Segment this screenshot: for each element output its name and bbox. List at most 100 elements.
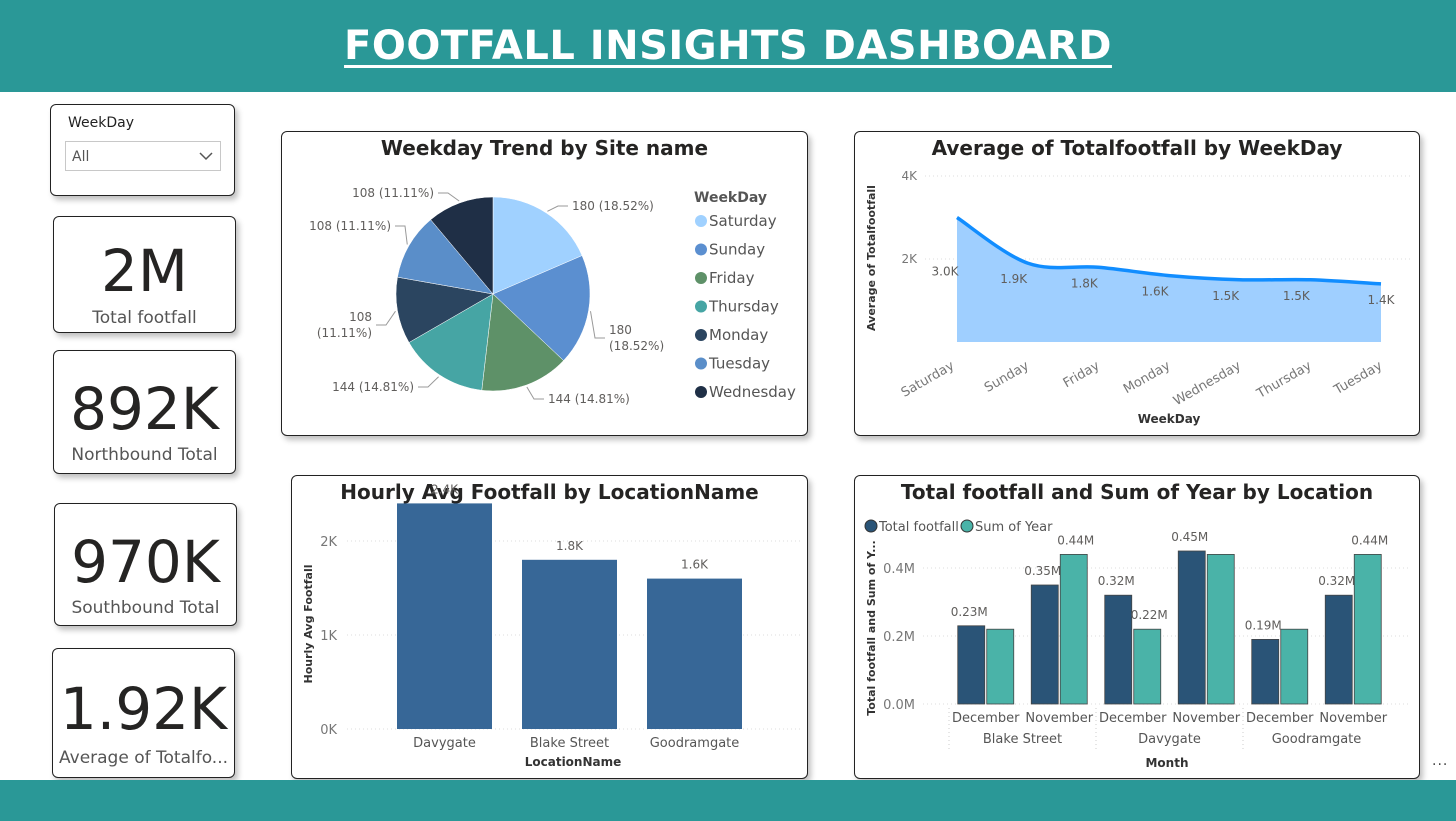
legend-entry: Tuesday: [708, 355, 770, 373]
bar: [1059, 554, 1088, 705]
kpi-northbound-total: 892K Northbound Total: [53, 350, 236, 474]
pie-leader-line: [547, 205, 568, 212]
bar: [1104, 594, 1133, 705]
x-tick-label: Thursday: [1254, 358, 1315, 402]
legend-entry: Wednesday: [709, 383, 796, 401]
dashboard-title: FOOTFALL INSIGHTS DASHBOARD: [344, 23, 1112, 69]
x-tick-label: Davygate: [413, 736, 476, 751]
y-tick-label: 0.2M: [883, 630, 915, 645]
clustered-chart-card: Total footfall and Sum of Year by Locati…: [854, 475, 1420, 779]
pie-slice: [395, 276, 494, 343]
weekday-dropdown[interactable]: All: [65, 141, 221, 171]
y-tick-label: 0K: [320, 723, 337, 738]
bar: [1280, 628, 1309, 705]
pie-leader-line: [418, 376, 439, 388]
x-tick-label: November: [1025, 711, 1093, 726]
legend-entry: Friday: [709, 269, 755, 287]
pie-data-label: 144 (14.81%): [332, 380, 414, 394]
pie-leader-line: [590, 311, 605, 339]
legend-entry: Monday: [709, 326, 768, 344]
legend-marker: [960, 519, 974, 533]
kpi-label: Southbound Total: [71, 598, 220, 618]
data-label: 0.22M: [1131, 608, 1168, 622]
x-tick-label: Goodramgate: [650, 736, 740, 751]
legend-entry: Sunday: [709, 241, 765, 259]
data-label: 1.5K: [1283, 289, 1311, 303]
legend-marker: [695, 357, 707, 370]
clustered-chart-title: Total footfall and Sum of Year by Locati…: [900, 480, 1374, 504]
data-label: 1.6K: [1142, 285, 1170, 299]
x-group-label: Goodramgate: [1272, 732, 1362, 747]
data-label: 0.44M: [1351, 533, 1388, 547]
bar: [1251, 638, 1280, 705]
bar: [1177, 550, 1206, 705]
more-options-icon[interactable]: ···: [1432, 757, 1449, 773]
legend-marker: [695, 243, 707, 256]
data-label: 2.4K: [431, 482, 459, 496]
bar: [1030, 584, 1059, 705]
legend-marker: [864, 519, 878, 533]
pie-data-label: 108 (11.11%): [352, 186, 434, 200]
x-tick-label: Saturday: [899, 358, 957, 400]
y-tick-label: 2K: [320, 535, 337, 550]
bar: [522, 559, 617, 729]
x-axis-title: WeekDay: [1138, 412, 1201, 426]
y-tick-label: 1K: [320, 629, 337, 644]
x-tick-label: Monday: [1121, 358, 1173, 397]
legend-marker: [695, 272, 707, 284]
pie-slice: [397, 219, 494, 295]
area-chart-title: Average of Totalfootfall by WeekDay: [931, 136, 1343, 160]
kpi-label: Average of Totalfo...: [59, 748, 229, 768]
pie-slice: [430, 196, 494, 295]
data-label: 0.45M: [1171, 530, 1208, 544]
y-tick-label: 2K: [901, 252, 918, 266]
series-line: [956, 216, 1382, 286]
pie-leader-line: [526, 386, 544, 400]
bar-chart-card: Hourly Avg Footfall by LocationName 0K 1K…: [291, 475, 808, 779]
x-tick-label: December: [1099, 711, 1167, 726]
clustered-bar-chart: Total footfall Sum of Year 0.0M 0.2M 0.4M 0.2…: [864, 519, 1410, 770]
dashboard-footer: [0, 780, 1456, 821]
y-tick-label: 0.4M: [883, 562, 915, 577]
data-label: 1.4K: [1368, 293, 1396, 307]
chevron-down-icon: [199, 152, 213, 161]
legend-entry: Total footfall: [878, 520, 959, 535]
legend-entry: Saturday: [709, 212, 777, 230]
pie-data-label: 180: [609, 323, 632, 337]
data-label: 3.0K: [932, 265, 960, 279]
data-label: 0.35M: [1024, 564, 1061, 578]
pie-leader-line: [376, 310, 396, 326]
data-label: 0.32M: [1098, 574, 1135, 588]
x-tick-label: November: [1319, 711, 1387, 726]
kpi-value: 2M: [101, 237, 188, 305]
kpi-total-footfall: 2M Total footfall: [53, 216, 236, 333]
bar-chart: 0K 1K 2K 2.4K Davygate 1.8K Blake Street 1.6K Go…: [302, 482, 802, 769]
kpi-value: 1.92K: [59, 675, 228, 743]
data-label: 0.32M: [1318, 574, 1355, 588]
y-axis-title: Total footfall and Sum of Y...: [865, 540, 878, 715]
pie-slice: [492, 196, 583, 295]
bar: [1324, 594, 1353, 705]
y-tick-label: 4K: [901, 169, 918, 183]
kpi-value: 892K: [70, 375, 219, 443]
dashboard-header: FOOTFALL INSIGHTS DASHBOARD: [0, 0, 1456, 92]
x-tick-label: Wednesday: [1171, 358, 1244, 409]
kpi-average-totalfootfall: 1.92K Average of Totalfo...: [52, 648, 235, 778]
pie-data-label: (11.11%): [317, 326, 372, 340]
bar: [1133, 628, 1162, 705]
legend-marker: [695, 215, 707, 227]
data-label: 0.44M: [1057, 533, 1094, 547]
kpi-label: Total footfall: [92, 308, 197, 328]
x-tick-label: December: [1246, 711, 1314, 726]
x-tick-label: Sunday: [982, 358, 1032, 395]
bar: [986, 628, 1015, 705]
pie-slice: [492, 255, 591, 361]
bar: [1353, 554, 1382, 705]
x-tick-label: Blake Street: [530, 736, 609, 751]
x-group-label: Blake Street: [983, 732, 1062, 747]
x-axis-title: Month: [1145, 756, 1188, 770]
dropdown-value: All: [72, 149, 90, 165]
legend-marker: [695, 386, 707, 398]
pie-chart: 180 (18.52%) 180 (18.52%) 144 (14.81%) 144 (…: [309, 186, 796, 406]
pie-data-label: 108: [349, 310, 372, 324]
